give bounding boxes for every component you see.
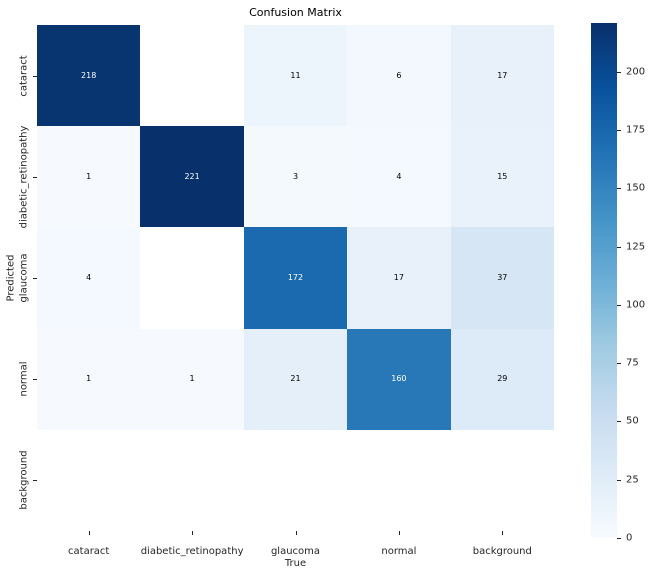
x-tick-mark [88,531,90,535]
x-tick-label: background [472,546,532,557]
colorbar-tick-mark [617,538,621,539]
colorbar-tick-mark [617,188,621,190]
heatmap-cell: 17 [450,25,554,127]
colorbar-tick-label: 50 [626,415,639,427]
colorbar [591,23,617,538]
heatmap-cell [140,227,244,329]
heatmap-cell: 160 [347,328,451,430]
colorbar-tick-label: 200 [626,66,646,78]
heatmap-cell [243,429,348,531]
colorbar-tick-label: 175 [626,124,646,136]
x-tick-label: glaucoma [270,546,321,557]
heatmap-cell: 1 [37,328,141,430]
heatmap-cell: 3 [243,126,348,228]
heatmap-cell: 218 [37,25,141,127]
y-tick-label: normal [18,361,30,397]
colorbar-tick-mark [617,246,621,248]
x-tick-mark [398,531,400,535]
heatmap-cell: 29 [450,328,554,430]
y-tick-label: background [18,450,30,510]
heatmap-cell: 1 [37,126,141,228]
heatmap-cell [37,429,141,531]
y-tick-mark [33,278,37,279]
colorbar-tick-label: 100 [626,299,646,311]
y-tick-mark [33,480,37,482]
heatmap-cell: 37 [450,227,554,329]
heatmap-cell [347,429,451,531]
x-tick-label: cataract [68,546,110,557]
heatmap-cell: 15 [450,126,554,228]
heatmap-cell: 1 [140,328,244,430]
colorbar-tick-mark [617,71,621,73]
heatmap-cell [450,429,554,531]
heatmap-cell: 4 [37,227,141,329]
y-tick-label: cataract [18,54,30,97]
x-tick-label: normal [381,546,417,557]
heatmap-cell [140,25,244,127]
heatmap-cell: 4 [347,126,451,228]
heatmap-cell: 17 [347,227,451,329]
x-tick-mark [192,531,194,535]
heatmap-cell: 6 [347,25,451,127]
colorbar-tick-label: 125 [626,241,646,253]
x-tick-mark [502,531,504,535]
colorbar-tick-mark [617,479,621,481]
colorbar-tick-mark [617,130,621,132]
colorbar-tick-mark [617,421,621,423]
y-tick-mark [33,379,37,381]
colorbar-tick-label: 150 [626,182,646,194]
heatmap-cell: 21 [243,328,348,430]
y-tick-label: glaucoma [18,253,30,303]
colorbar-tick-label: 25 [626,474,639,486]
y-tick-mark [33,176,37,178]
heatmap-cell: 11 [243,25,348,127]
chart-title: Confusion Matrix [249,6,342,19]
colorbar-tick-mark [617,363,621,365]
colorbar-tick-label: 75 [626,357,639,369]
x-tick-mark [295,531,297,535]
colorbar-tick-mark [617,304,621,306]
x-axis-label: True [284,558,307,569]
heatmap-cell: 172 [243,227,348,329]
heatmap-plot-area: 218 11 6 17 1 221 3 4 15 4 172 17 37 1 1 21 160 29 [37,25,554,531]
heatmap-cell: 221 [140,126,244,228]
colorbar-tick-label: 0 [626,532,633,544]
x-tick-label: diabetic_retinopathy [140,546,244,557]
y-axis-label: Predicted [5,254,17,302]
heatmap-cell [140,429,244,531]
y-tick-label: diabetic_retinopathy [18,125,30,229]
y-tick-mark [33,75,37,77]
